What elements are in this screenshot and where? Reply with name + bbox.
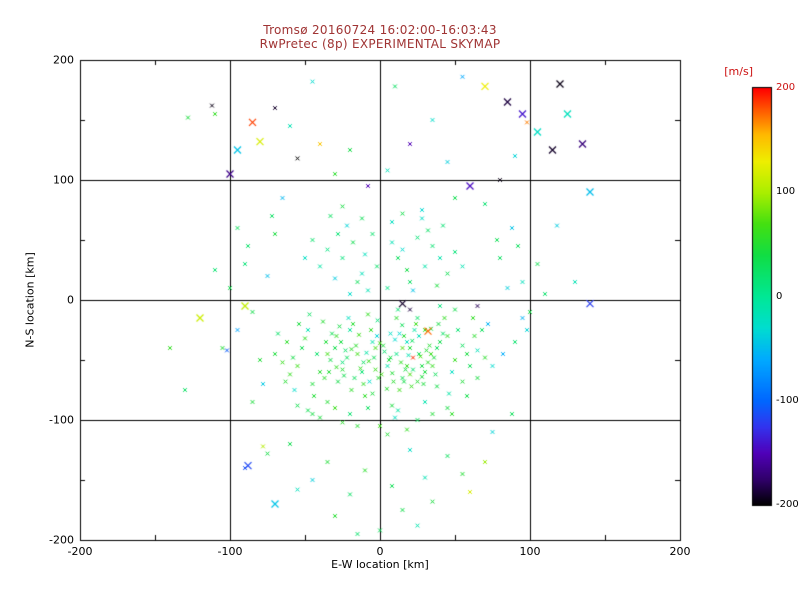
colorbar-tick-label: -200 — [776, 499, 799, 510]
x-tick-label: 200 — [669, 545, 691, 558]
y-tick-label: 100 — [53, 173, 74, 187]
y-tick-label: 0 — [67, 293, 74, 307]
colorbar-tick-label: 200 — [776, 82, 796, 93]
y-tick-label: -200 — [49, 533, 74, 547]
chart-subtitle: RwPretec (8p) EXPERIMENTAL SKYMAP — [259, 37, 501, 51]
x-tick-label: 0 — [376, 545, 384, 558]
colorbar-tick-label: 100 — [776, 186, 796, 198]
colorbar-tick-label: 0 — [776, 290, 783, 302]
y-tick-label: -100 — [49, 413, 74, 427]
x-axis-label: E-W location [km] — [331, 558, 429, 571]
x-tick-label: -100 — [217, 545, 243, 558]
x-tick-label: 100 — [519, 545, 541, 558]
colorbar-unit-label: [m/s] — [724, 65, 753, 78]
y-tick-label: 200 — [53, 53, 74, 67]
chart-title: Tromsø 20160724 16:02:00-16:03:43 — [263, 23, 497, 37]
x-tick-label: -200 — [67, 545, 93, 558]
colorbar-tick-label: -100 — [776, 394, 799, 406]
